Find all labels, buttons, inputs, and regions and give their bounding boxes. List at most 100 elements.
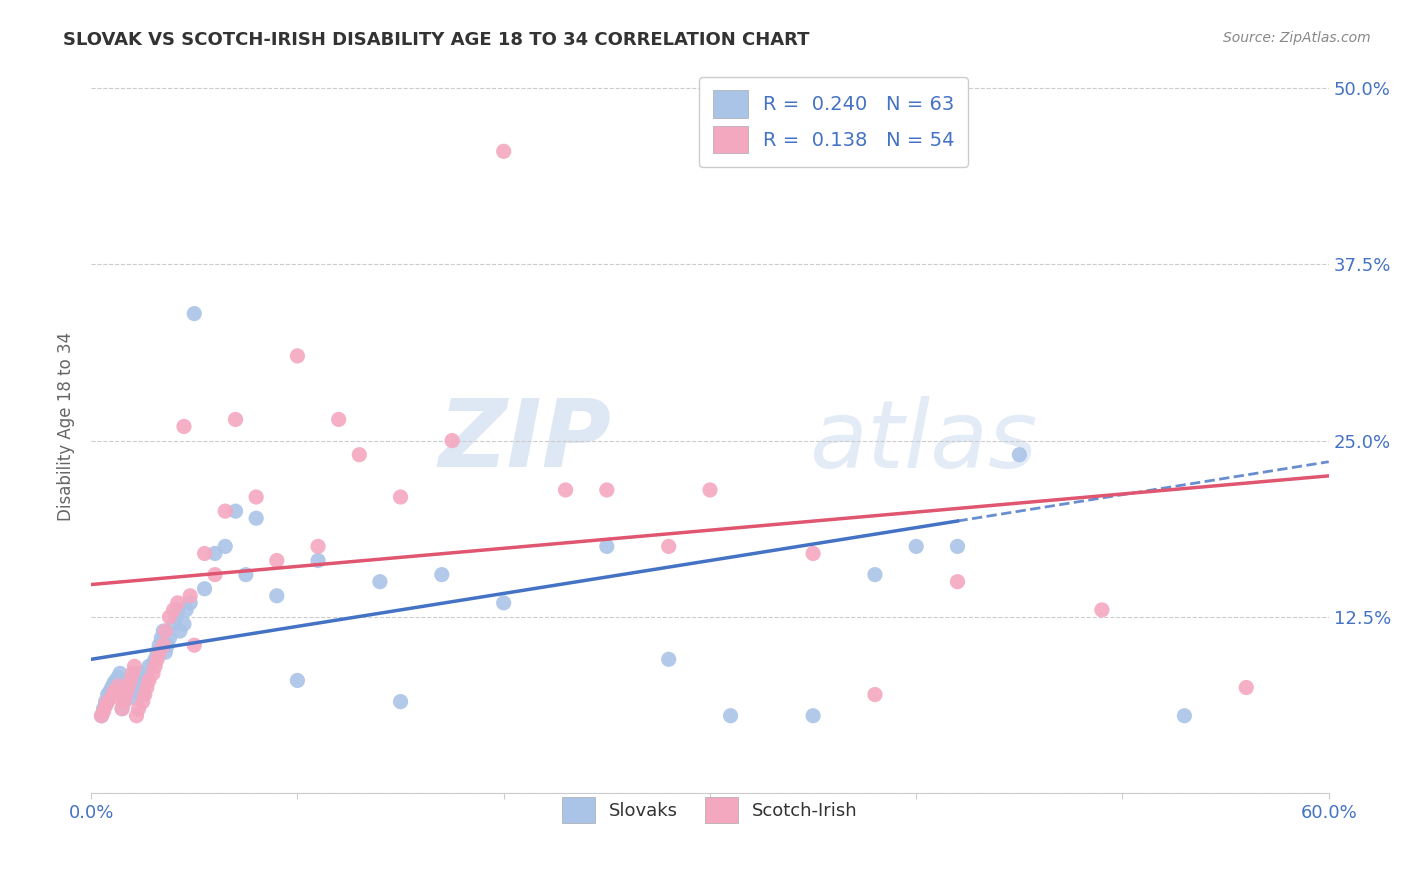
Point [430,567,453,582]
Point [101,690,124,705]
Point [166,596,188,610]
Point [946,574,969,589]
Point [148,638,170,652]
Point [204,567,226,582]
Point [245,511,267,525]
Point [94,698,117,713]
Point [111,701,134,715]
Point [194,582,217,596]
Point [307,553,329,567]
Point [134,688,156,702]
Point [128,701,150,715]
Point [159,610,181,624]
Point [214,504,236,518]
Point [492,596,515,610]
Point [214,540,236,554]
Point [1091,603,1114,617]
Point [163,617,186,632]
Point [104,673,127,688]
Point [152,638,174,652]
Point [132,695,155,709]
Point [108,666,131,681]
Point [328,412,350,426]
Point [179,589,201,603]
Point [138,673,160,688]
Legend: Slovaks, Scotch-Irish: Slovaks, Scotch-Irish [550,785,870,836]
Point [266,553,288,567]
Point [389,490,412,504]
Point [94,695,117,709]
Point [204,546,226,560]
Point [225,504,247,518]
Y-axis label: Disability Age 18 to 34: Disability Age 18 to 34 [58,332,75,521]
Point [307,540,329,554]
Point [596,483,619,497]
Point [124,685,146,699]
Point [93,705,115,719]
Point [98,685,121,699]
Point [169,624,191,638]
Point [183,638,205,652]
Point [863,688,886,702]
Point [120,673,142,688]
Point [129,666,152,681]
Point [166,603,188,617]
Point [90,708,112,723]
Point [165,610,187,624]
Point [97,695,120,709]
Point [801,708,824,723]
Point [138,659,160,673]
Point [492,145,515,159]
Point [179,596,201,610]
Point [287,349,309,363]
Point [97,688,120,702]
Point [93,701,115,715]
Point [225,412,247,426]
Point [349,448,371,462]
Point [596,540,619,554]
Point [115,688,138,702]
Point [173,617,195,632]
Point [658,540,681,554]
Point [125,679,148,693]
Point [194,546,217,560]
Point [125,708,148,723]
Point [134,676,156,690]
Point [120,673,142,688]
Point [135,681,157,695]
Point [117,681,139,695]
Point [103,685,125,699]
Point [148,645,170,659]
Point [143,659,166,673]
Point [132,688,155,702]
Text: atlas: atlas [808,396,1038,487]
Point [266,589,288,603]
Point [946,540,969,554]
Point [146,645,169,659]
Point [183,307,205,321]
Point [117,681,139,695]
Point [107,679,129,693]
Text: Source: ZipAtlas.com: Source: ZipAtlas.com [1223,31,1371,45]
Point [155,624,177,638]
Point [107,671,129,685]
Point [1234,681,1257,695]
Point [128,673,150,688]
Point [905,540,928,554]
Point [142,666,165,681]
Point [152,624,174,638]
Point [124,659,146,673]
Point [103,676,125,690]
Point [245,490,267,504]
Point [121,690,143,705]
Point [112,695,135,709]
Point [699,483,721,497]
Point [143,652,166,666]
Point [121,666,143,681]
Point [1008,448,1031,462]
Point [720,708,742,723]
Point [368,574,391,589]
Point [150,631,173,645]
Point [174,603,197,617]
Point [111,701,134,715]
